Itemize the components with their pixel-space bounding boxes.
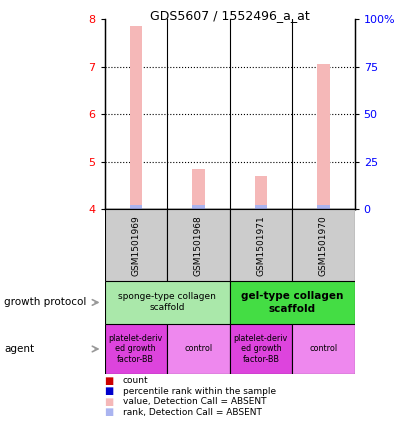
- Bar: [104, 324, 167, 374]
- Text: platelet-deriv
ed growth
factor-BB: platelet-deriv ed growth factor-BB: [233, 334, 287, 364]
- Text: gel-type collagen
scaffold: gel-type collagen scaffold: [240, 291, 342, 313]
- Bar: [254, 205, 267, 209]
- Bar: [254, 176, 267, 209]
- Text: platelet-deriv
ed growth
factor-BB: platelet-deriv ed growth factor-BB: [108, 334, 162, 364]
- Text: GSM1501968: GSM1501968: [193, 215, 202, 276]
- Bar: [317, 205, 329, 209]
- Bar: [104, 281, 229, 324]
- Text: GDS5607 / 1552496_a_at: GDS5607 / 1552496_a_at: [149, 9, 309, 22]
- Bar: [129, 205, 142, 209]
- Bar: [129, 26, 142, 209]
- Text: ■: ■: [104, 376, 114, 386]
- Text: ■: ■: [104, 407, 114, 418]
- Bar: [291, 209, 354, 281]
- Text: ■: ■: [104, 386, 114, 396]
- Text: GSM1501970: GSM1501970: [318, 215, 327, 276]
- Bar: [104, 209, 167, 281]
- Bar: [191, 205, 204, 209]
- Text: control: control: [184, 344, 212, 354]
- Text: percentile rank within the sample: percentile rank within the sample: [123, 387, 275, 396]
- Bar: [317, 64, 329, 209]
- Text: agent: agent: [4, 344, 34, 354]
- Text: ■: ■: [104, 397, 114, 407]
- Text: value, Detection Call = ABSENT: value, Detection Call = ABSENT: [123, 397, 266, 407]
- Bar: [191, 169, 204, 209]
- Bar: [167, 209, 229, 281]
- Bar: [291, 324, 354, 374]
- Text: rank, Detection Call = ABSENT: rank, Detection Call = ABSENT: [123, 408, 261, 417]
- Bar: [229, 209, 291, 281]
- Text: growth protocol: growth protocol: [4, 297, 86, 308]
- Text: sponge-type collagen
scaffold: sponge-type collagen scaffold: [118, 292, 216, 313]
- Text: control: control: [308, 344, 337, 354]
- Bar: [229, 281, 354, 324]
- Text: count: count: [123, 376, 148, 385]
- Bar: [229, 324, 291, 374]
- Text: GSM1501971: GSM1501971: [256, 215, 265, 276]
- Text: GSM1501969: GSM1501969: [131, 215, 140, 276]
- Bar: [167, 324, 229, 374]
